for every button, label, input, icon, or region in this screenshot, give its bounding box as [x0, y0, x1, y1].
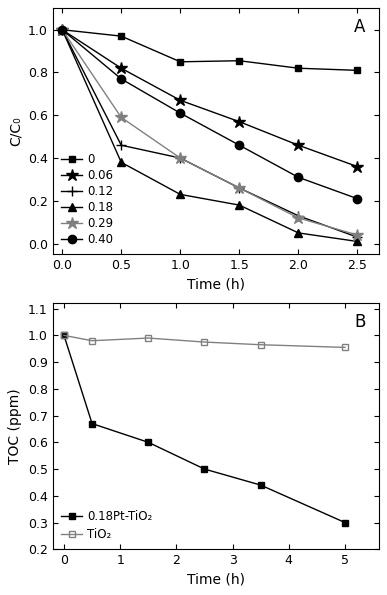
TiO₂ [259, 341, 263, 348]
Line: 0.12: 0.12 [57, 25, 362, 242]
0 [237, 57, 241, 64]
X-axis label: Time (h): Time (h) [187, 572, 245, 587]
0.06 [119, 65, 123, 72]
0.06 [178, 97, 183, 104]
Line: 0.06: 0.06 [56, 23, 364, 173]
0.40 [355, 195, 360, 202]
0.12 [60, 26, 65, 33]
0.18 [60, 26, 65, 33]
0.29 [237, 184, 241, 192]
Line: 0.18Pt-TiO₂: 0.18Pt-TiO₂ [60, 332, 348, 526]
X-axis label: Time (h): Time (h) [187, 278, 245, 292]
0.40 [60, 26, 65, 33]
0.40 [237, 142, 241, 149]
0.18 [296, 229, 301, 236]
0 [355, 67, 360, 74]
0.40 [119, 76, 123, 83]
0.40 [178, 109, 183, 117]
Line: 0.18: 0.18 [58, 26, 361, 246]
0 [178, 58, 183, 65]
0.06 [237, 118, 241, 126]
0.12 [355, 234, 360, 241]
0.18 [178, 191, 183, 198]
0.18Pt-TiO₂ [342, 519, 347, 526]
0.12 [296, 212, 301, 220]
Y-axis label: C/C₀: C/C₀ [9, 117, 22, 146]
TiO₂ [342, 344, 347, 351]
0.18Pt-TiO₂ [146, 439, 151, 446]
0 [296, 65, 301, 72]
0.40 [296, 174, 301, 181]
0.18Pt-TiO₂ [202, 465, 207, 472]
Legend: 0.18Pt-TiO₂, TiO₂: 0.18Pt-TiO₂, TiO₂ [59, 508, 154, 543]
0.29 [119, 114, 123, 121]
Line: 0: 0 [59, 26, 361, 74]
Text: A: A [354, 18, 366, 36]
0.06 [355, 163, 360, 170]
0.12 [119, 142, 123, 149]
Legend: 0, 0.06, 0.12, 0.18, 0.29, 0.40: 0, 0.06, 0.12, 0.18, 0.29, 0.40 [59, 151, 115, 248]
0.29 [355, 231, 360, 239]
0.06 [60, 26, 65, 33]
0 [60, 26, 65, 33]
0.12 [178, 155, 183, 162]
0.18 [119, 159, 123, 166]
Line: 0.29: 0.29 [56, 23, 364, 242]
Line: 0.40: 0.40 [58, 26, 361, 203]
0.18Pt-TiO₂ [62, 332, 66, 339]
Line: TiO₂: TiO₂ [60, 332, 348, 351]
0.29 [178, 155, 183, 162]
0 [119, 33, 123, 40]
0.18Pt-TiO₂ [259, 481, 263, 488]
TiO₂ [90, 337, 94, 345]
TiO₂ [202, 339, 207, 346]
0.18Pt-TiO₂ [90, 420, 94, 427]
0.18 [237, 202, 241, 209]
TiO₂ [62, 332, 66, 339]
0.12 [237, 184, 241, 192]
Y-axis label: TOC (ppm): TOC (ppm) [9, 389, 22, 464]
0.29 [296, 214, 301, 221]
TiO₂ [146, 334, 151, 342]
Text: B: B [354, 313, 366, 331]
0.06 [296, 142, 301, 149]
0.18 [355, 238, 360, 245]
0.29 [60, 26, 65, 33]
